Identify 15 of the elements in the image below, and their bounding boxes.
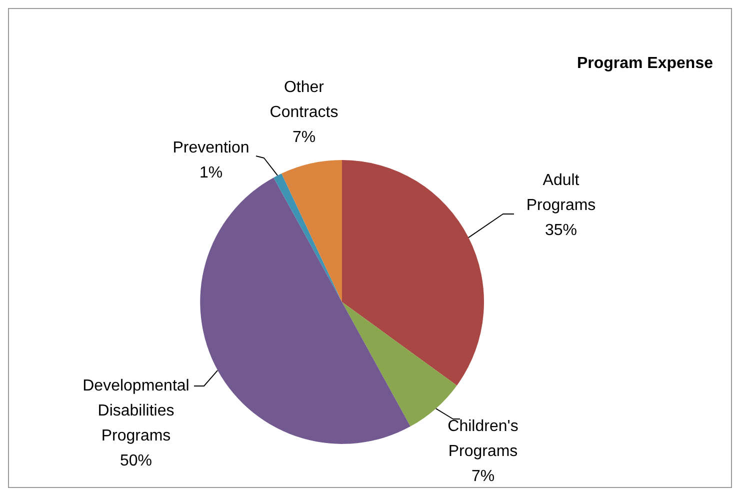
data-label: 7% <box>292 129 316 146</box>
data-label: 35% <box>544 222 578 240</box>
text: Program Expense <box>576 55 713 73</box>
slice-label: Adult Programs <box>526 172 596 214</box>
pie-slice <box>342 160 484 386</box>
slice-label: Other Contracts <box>270 79 338 122</box>
pie-slice <box>282 160 342 302</box>
slice-label: Prevention <box>172 140 250 157</box>
data-label: 1% <box>199 164 223 182</box>
pie-slice <box>200 178 410 444</box>
data-label: 7% <box>471 468 495 486</box>
slice-label: Developmental Disabilities Programs <box>82 378 190 445</box>
data-label: 50% <box>120 452 152 470</box>
pie-slice <box>274 174 342 302</box>
slice-label: Children's Programs <box>448 418 518 460</box>
